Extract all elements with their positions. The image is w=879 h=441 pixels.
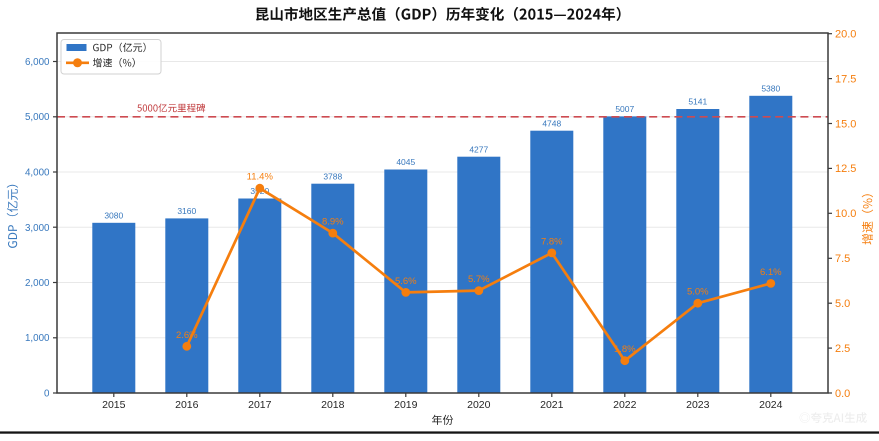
svg-text:2016: 2016 [175, 399, 199, 411]
svg-text:2019: 2019 [394, 399, 418, 411]
svg-text:1.8%: 1.8% [614, 344, 636, 355]
svg-text:5141: 5141 [688, 97, 707, 107]
svg-text:4277: 4277 [469, 144, 488, 154]
svg-text:2.5: 2.5 [835, 343, 850, 355]
svg-text:20.0: 20.0 [835, 29, 856, 41]
svg-text:17.5: 17.5 [835, 73, 856, 85]
svg-text:15.0: 15.0 [835, 118, 856, 130]
svg-text:2020: 2020 [467, 399, 491, 411]
svg-text:5.0%: 5.0% [687, 287, 709, 298]
svg-text:2.6%: 2.6% [176, 330, 198, 341]
svg-text:11.4%: 11.4% [247, 172, 274, 183]
svg-text:4748: 4748 [542, 118, 561, 128]
svg-text:5007: 5007 [615, 104, 634, 114]
svg-text:10.0: 10.0 [835, 208, 856, 220]
svg-text:1,000: 1,000 [25, 333, 50, 344]
svg-text:2018: 2018 [321, 399, 345, 411]
svg-text:0: 0 [44, 389, 50, 400]
svg-text:6,000: 6,000 [25, 57, 50, 68]
svg-text:12.5: 12.5 [835, 163, 856, 175]
svg-text:8.9%: 8.9% [322, 217, 344, 228]
svg-text:3788: 3788 [323, 171, 342, 181]
svg-text:6.1%: 6.1% [760, 267, 782, 278]
svg-text:4,000: 4,000 [25, 168, 50, 179]
svg-text:2017: 2017 [248, 399, 272, 411]
svg-text:5.7%: 5.7% [468, 274, 490, 285]
svg-text:7.8%: 7.8% [541, 236, 563, 247]
svg-text:2015: 2015 [102, 399, 126, 411]
svg-text:4045: 4045 [396, 157, 415, 167]
svg-text:2,000: 2,000 [25, 278, 50, 289]
svg-text:2021: 2021 [540, 399, 564, 411]
svg-text:5.0: 5.0 [835, 298, 850, 310]
svg-text:2024: 2024 [759, 399, 783, 411]
svg-text:2023: 2023 [686, 399, 710, 411]
svg-text:5.6%: 5.6% [395, 276, 417, 287]
svg-text:2022: 2022 [613, 399, 637, 411]
svg-text:3,000: 3,000 [25, 223, 50, 234]
svg-text:3160: 3160 [177, 206, 196, 216]
svg-text:5,000: 5,000 [25, 112, 50, 123]
svg-text:3080: 3080 [104, 211, 123, 221]
svg-text:7.5: 7.5 [835, 253, 850, 265]
svg-text:0.0: 0.0 [835, 388, 850, 400]
svg-text:5380: 5380 [761, 84, 780, 94]
